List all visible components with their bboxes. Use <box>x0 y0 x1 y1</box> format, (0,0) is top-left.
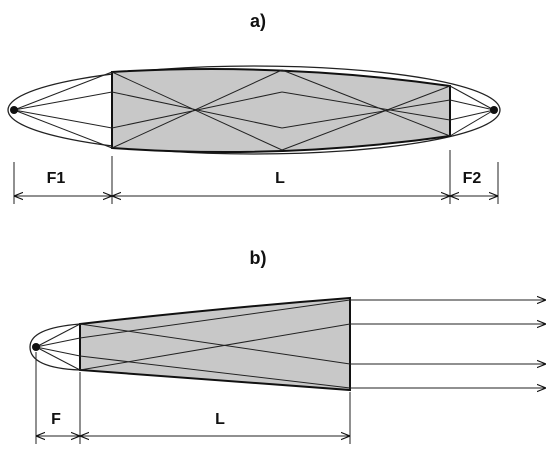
dim-label-f2: F2 <box>463 170 482 187</box>
rays-a <box>13 69 495 151</box>
focal-point-left <box>10 106 18 114</box>
reflector-arc <box>29 323 81 371</box>
dim-label-l-a: L <box>275 170 285 187</box>
focal-point-b <box>32 343 40 351</box>
rays-b <box>35 299 351 389</box>
rod-shape-a <box>111 68 451 153</box>
outer-ellipse <box>7 65 501 155</box>
panel-b-label: b) <box>250 248 267 268</box>
dim-label-f1: F1 <box>47 170 66 187</box>
dim-label-l-b: L <box>215 411 225 428</box>
panel-a: a) <box>7 11 501 204</box>
output-arrows-b <box>350 300 546 388</box>
focal-point-right <box>490 106 498 114</box>
dim-label-f: F <box>51 411 61 428</box>
panel-b: b) <box>29 248 546 444</box>
panel-a-label: a) <box>250 11 266 31</box>
